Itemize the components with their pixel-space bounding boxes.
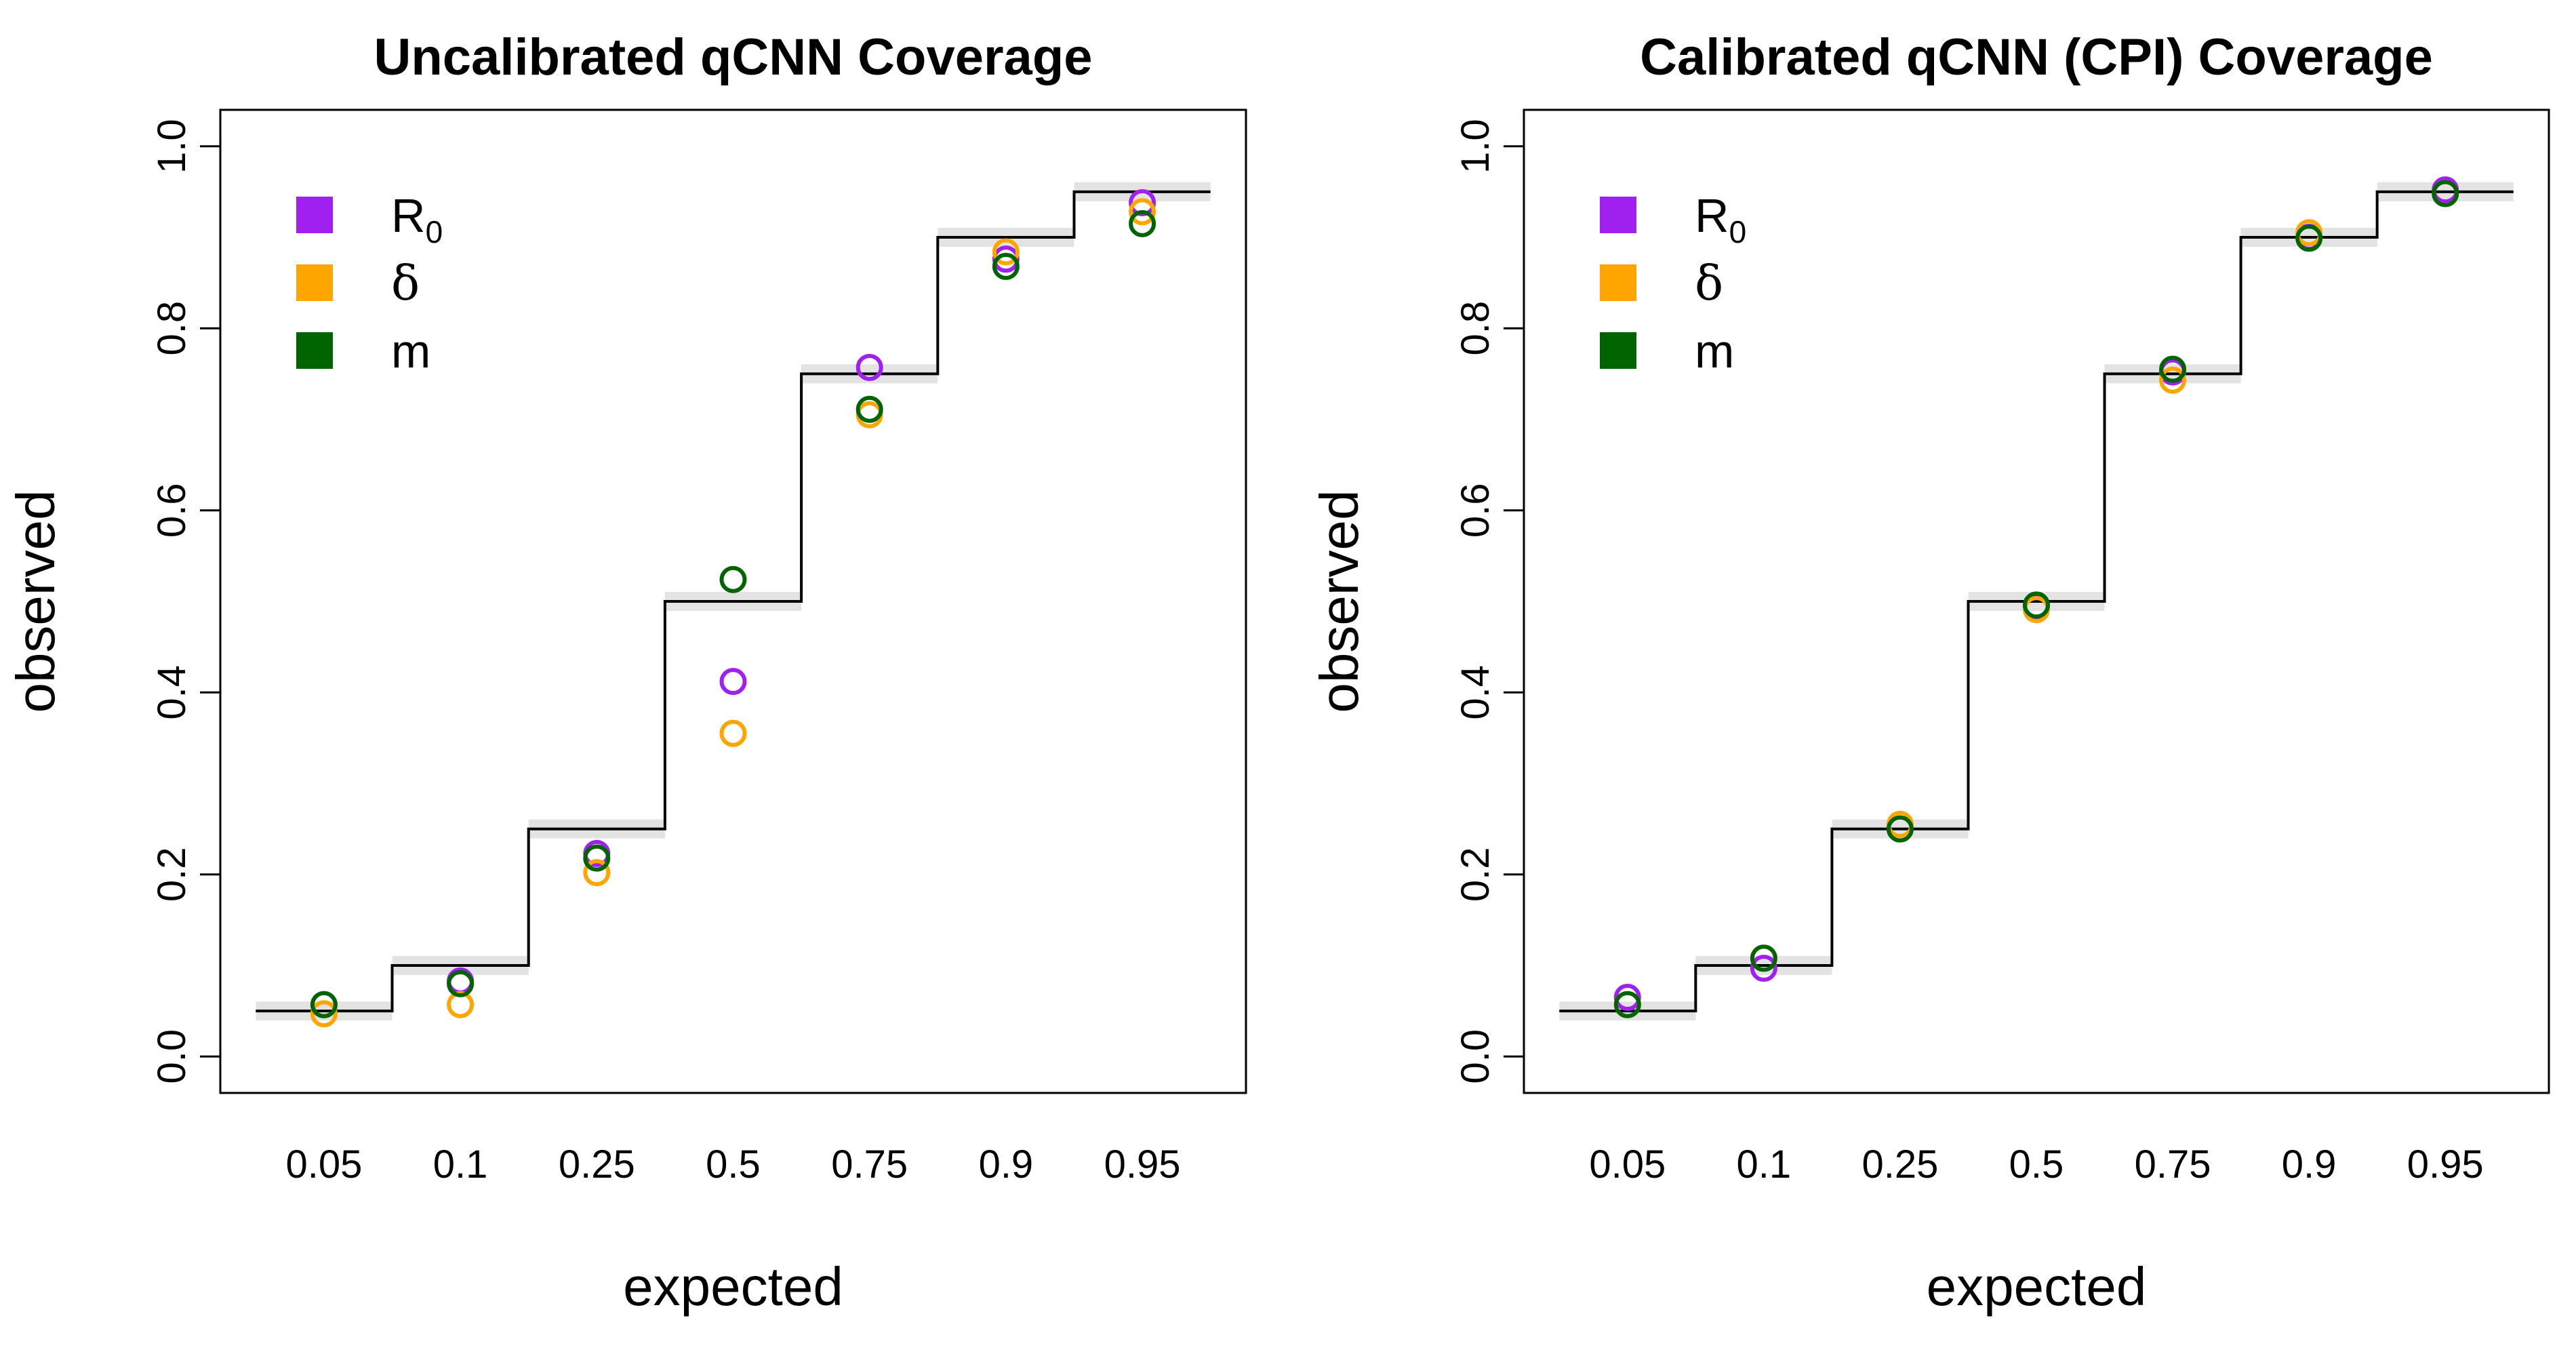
- y-tick-label: 0.6: [150, 483, 194, 538]
- legend-swatch: [296, 197, 333, 233]
- chart-title: Uncalibrated qCNN Coverage: [374, 28, 1092, 86]
- data-point: [1129, 188, 1156, 216]
- data-point: [1129, 198, 1156, 226]
- x-tick-label: 0.25: [559, 1142, 635, 1186]
- data-point: [856, 395, 883, 423]
- data-point: [992, 252, 1020, 280]
- data-point: [2432, 180, 2459, 207]
- y-tick-label: 0.8: [150, 301, 194, 356]
- x-tick-label: 0.75: [2135, 1142, 2211, 1186]
- data-point: [992, 238, 1020, 266]
- x-tick-label: 0.9: [2282, 1142, 2337, 1186]
- data-point: [583, 844, 611, 872]
- y-tick-label: 1.0: [1453, 119, 1497, 174]
- plot-frame: [1523, 108, 2550, 1094]
- legend-swatch: [1600, 197, 1636, 233]
- data-point: [1886, 815, 1914, 843]
- legend-label: m: [391, 325, 430, 378]
- data-point: [310, 991, 338, 1018]
- data-point: [447, 970, 475, 997]
- x-tick-label: 0.95: [1104, 1142, 1181, 1186]
- chart-panel-2: 0.0 0.2 0.4 0.6 0.8 1.0 0.05 0.1 0.25 0.5 0.75 0.9 0…: [1309, 28, 2550, 1317]
- y-tick-label: 0.0: [150, 1029, 194, 1084]
- legend-label: δ: [1695, 256, 1723, 311]
- reference-step-line: [256, 190, 1211, 1013]
- data-point: [583, 859, 611, 887]
- legend-swatch: [1600, 332, 1636, 369]
- data-point: [992, 245, 1020, 273]
- legend-label: R0: [1695, 189, 1746, 250]
- data-point: [719, 668, 747, 696]
- y-tick-label: 0.6: [1453, 483, 1497, 538]
- data-point: [2295, 224, 2323, 252]
- data-point: [1750, 944, 1777, 972]
- y-tick-label: 0.4: [1453, 665, 1497, 720]
- data-point: [719, 565, 747, 593]
- data-point: [310, 1000, 338, 1028]
- legend-label: m: [1695, 325, 1734, 378]
- x-axis-label: expected: [1927, 1256, 2147, 1317]
- plot-frame: [219, 108, 1247, 1094]
- x-tick-label: 0.05: [1589, 1142, 1666, 1186]
- x-tick-label: 0.5: [2009, 1142, 2064, 1186]
- x-tick-label: 0.5: [706, 1142, 761, 1186]
- chart-panel-1: 0.0 0.2 0.4 0.6 0.8 1.0 0.05 0.1 0.25 0.5 0.75 0.9 0…: [5, 28, 1247, 1317]
- x-tick-label: 0.75: [831, 1142, 908, 1186]
- x-tick-label: 0.1: [1737, 1142, 1792, 1186]
- data-point: [856, 353, 883, 381]
- y-tick-label: 0.2: [1453, 847, 1497, 902]
- legend-label: δ: [391, 256, 420, 311]
- data-point: [719, 719, 747, 747]
- data-point: [2159, 355, 2187, 383]
- y-tick-label: 0.4: [150, 665, 194, 720]
- x-tick-label: 0.1: [433, 1142, 488, 1186]
- data-point: [1750, 955, 1777, 982]
- chart-title: Calibrated qCNN (CPI) Coverage: [1640, 28, 2433, 86]
- x-tick-label: 0.9: [979, 1142, 1034, 1186]
- x-tick-label: 0.25: [1861, 1142, 1938, 1186]
- y-tick-label: 0.8: [1453, 301, 1497, 356]
- x-tick-label: 0.95: [2407, 1142, 2484, 1186]
- data-point: [1613, 991, 1641, 1018]
- reference-step-line: [1559, 190, 2514, 1013]
- legend-swatch: [296, 264, 333, 301]
- data-point: [1613, 984, 1641, 1012]
- y-tick-label: 0.0: [1453, 1029, 1497, 1084]
- legend-label: R0: [391, 189, 443, 250]
- data-point: [2159, 366, 2187, 394]
- y-axis-label: observed: [5, 490, 66, 713]
- data-point: [447, 991, 475, 1018]
- legend-swatch: [296, 332, 333, 369]
- legend-swatch: [1600, 264, 1636, 301]
- data-point: [1129, 210, 1156, 237]
- y-tick-label: 1.0: [150, 119, 194, 174]
- y-tick-label: 0.2: [150, 847, 194, 902]
- y-axis-label: observed: [1309, 490, 1369, 713]
- x-axis-label: expected: [623, 1256, 843, 1317]
- data-point: [2023, 591, 2050, 619]
- x-tick-label: 0.05: [285, 1142, 362, 1186]
